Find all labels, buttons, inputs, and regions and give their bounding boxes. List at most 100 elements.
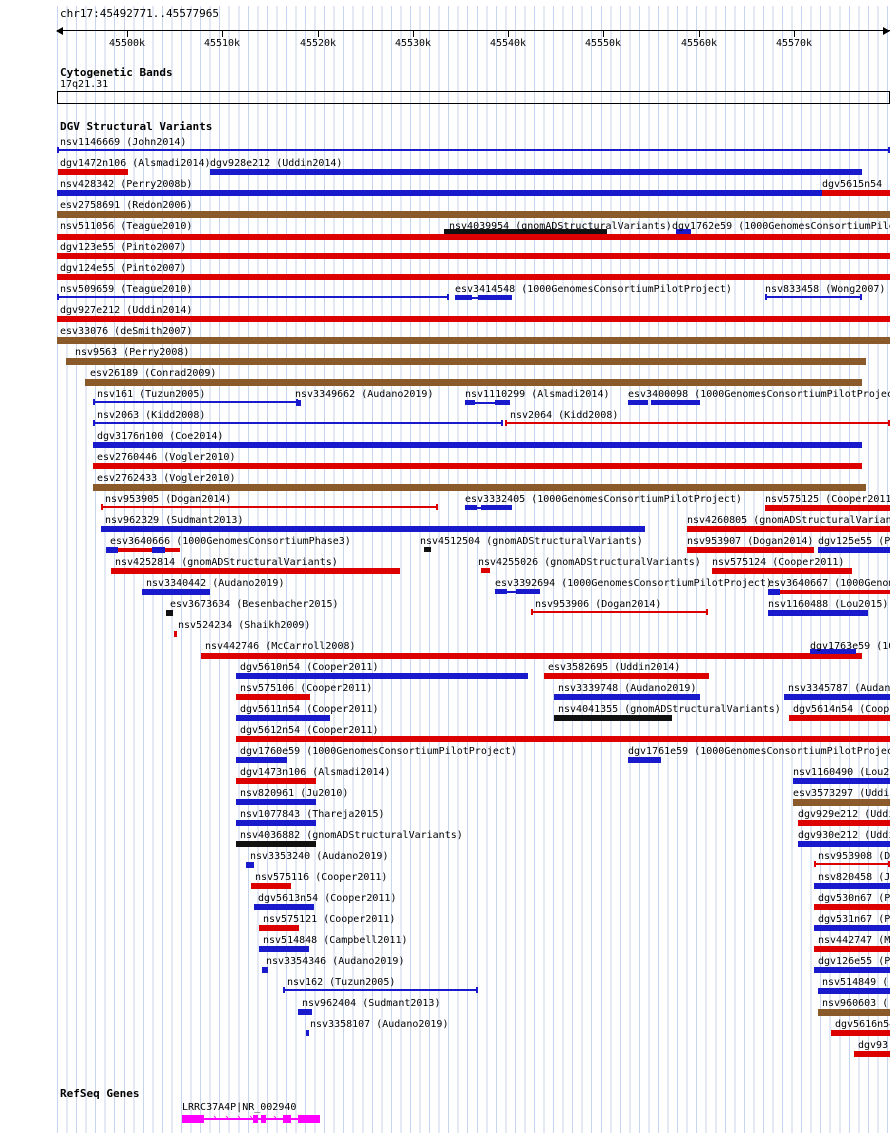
variant-label[interactable]: nsv3345787 (Audano2019) <box>788 683 890 694</box>
variant-bar[interactable] <box>236 694 310 700</box>
variant-label[interactable]: nsv4260805 (gnomADStructuralVariants) <box>687 515 890 526</box>
variant-label[interactable]: esv3392694 (1000GenomesConsortiumPilotPr… <box>495 578 772 589</box>
variant-bar[interactable] <box>818 547 890 553</box>
variant-bar[interactable] <box>201 653 862 659</box>
variant-bar[interactable] <box>789 715 890 721</box>
variant-bar[interactable] <box>296 400 301 406</box>
variant-bar[interactable] <box>544 673 709 679</box>
variant-label[interactable]: dgv5610n54 (Cooper2011) <box>240 662 379 673</box>
variant-bar[interactable] <box>465 505 477 510</box>
variant-bar[interactable] <box>628 757 661 763</box>
variant-bar[interactable] <box>507 591 516 593</box>
variant-bar[interactable] <box>768 589 780 595</box>
variant-label[interactable]: nsv9563 (Perry2008) <box>75 347 190 358</box>
variant-label[interactable]: nsv442746 (McCarroll2008) <box>205 641 356 652</box>
variant-bar[interactable] <box>687 547 814 553</box>
variant-bar[interactable] <box>831 1030 890 1036</box>
variant-label[interactable]: esv26189 (Conrad2009) <box>90 368 217 379</box>
variant-label[interactable]: nsv1146669 (John2014) <box>60 137 187 148</box>
variant-bar[interactable] <box>814 863 890 865</box>
variant-bar[interactable] <box>236 799 316 805</box>
variant-bar[interactable] <box>57 316 890 322</box>
variant-bar[interactable] <box>798 841 890 847</box>
variant-label[interactable]: nsv575116 (Cooper2011) <box>255 872 388 883</box>
variant-bar[interactable] <box>814 883 890 889</box>
variant-bar[interactable] <box>814 925 890 931</box>
variant-bar[interactable] <box>818 1009 890 1016</box>
variant-label[interactable]: nsv1160488 (Lou2015) <box>768 599 889 610</box>
variant-label[interactable]: esv2760446 (Vogler2010) <box>97 452 236 463</box>
variant-label[interactable]: dgv124e55 (Pinto2007) <box>60 263 187 274</box>
variant-bar[interactable] <box>57 234 890 240</box>
variant-bar[interactable] <box>676 229 691 234</box>
variant-bar[interactable] <box>455 295 472 300</box>
variant-bar[interactable] <box>210 169 862 175</box>
variant-bar[interactable] <box>57 253 890 259</box>
variant-label[interactable]: dgv126e55 (P <box>818 956 890 967</box>
variant-bar[interactable] <box>93 463 862 469</box>
variant-label[interactable]: dgv1761e59 (1000GenomesConsortiumPilotPr… <box>628 746 890 757</box>
variant-label[interactable]: nsv953908 (Dogan2014) <box>818 851 890 862</box>
variant-bar[interactable] <box>166 610 173 616</box>
variant-label[interactable]: esv3673634 (Besenbacher2015) <box>170 599 339 610</box>
variant-label[interactable]: nsv514849 ( <box>822 977 889 988</box>
variant-label[interactable]: nsv575125 (Cooper2011) <box>765 494 890 505</box>
gene-intron-line[interactable] <box>182 1118 320 1120</box>
variant-bar[interactable] <box>106 547 118 553</box>
variant-label[interactable]: nsv4036882 (gnomADStructuralVariants) <box>240 830 463 841</box>
variant-label[interactable]: nsv442747 (M <box>818 935 890 946</box>
variant-bar[interactable] <box>854 1051 890 1057</box>
variant-bar[interactable] <box>111 568 400 574</box>
gene-exon[interactable] <box>283 1115 291 1123</box>
variant-label[interactable]: dgv5611n54 (Cooper2011) <box>240 704 379 715</box>
variant-bar[interactable] <box>152 547 165 553</box>
variant-label[interactable]: nsv4041355 (gnomADStructuralVariants) <box>558 704 781 715</box>
variant-label[interactable]: esv3640666 (1000GenomesConsortiumPhase3) <box>110 536 351 547</box>
variant-bar[interactable] <box>784 694 890 700</box>
variant-label[interactable]: nsv575121 (Cooper2011) <box>263 914 396 925</box>
variant-label[interactable]: esv33076 (deSmith2007) <box>60 326 193 337</box>
variant-bar[interactable] <box>106 548 180 552</box>
variant-bar[interactable] <box>765 505 890 511</box>
variant-bar[interactable] <box>481 505 512 510</box>
variant-label[interactable]: esv3332405 (1000GenomesConsortiumPilotPr… <box>465 494 742 505</box>
variant-bar[interactable] <box>628 400 648 405</box>
variant-bar[interactable] <box>259 946 309 952</box>
variant-bar[interactable] <box>495 589 507 594</box>
variant-bar[interactable] <box>505 422 890 424</box>
variant-bar[interactable] <box>444 229 607 234</box>
variant-bar[interactable] <box>793 778 890 784</box>
variant-bar[interactable] <box>254 904 314 910</box>
variant-bar[interactable] <box>283 989 478 991</box>
variant-label[interactable]: nsv514848 (Campbell2011) <box>263 935 408 946</box>
variant-bar[interactable] <box>814 946 890 952</box>
variant-bar[interactable] <box>57 337 890 344</box>
gene-label[interactable]: LRRC37A4P|NR_002940 <box>182 1102 297 1113</box>
variant-label[interactable]: dgv930e212 (Uddin2014) <box>798 830 890 841</box>
variant-bar[interactable] <box>259 925 299 931</box>
variant-label[interactable]: esv3582695 (Uddin2014) <box>548 662 681 673</box>
variant-bar[interactable] <box>651 400 700 405</box>
variant-bar[interactable] <box>765 296 862 298</box>
variant-label[interactable]: nsv4039954 (gnomADStructuralVariants) <box>449 221 672 232</box>
variant-label[interactable]: nsv161 (Tuzun2005) <box>97 389 206 400</box>
variant-bar[interactable] <box>822 190 890 196</box>
variant-bar[interactable] <box>298 1009 312 1015</box>
variant-bar[interactable] <box>246 862 254 868</box>
variant-label[interactable]: nsv833458 (Wong2007) <box>765 284 886 295</box>
variant-label[interactable]: dgv1762e59 (1000GenomesConsortiumPilotPr… <box>672 221 890 232</box>
variant-label[interactable]: nsv3349662 (Audano2019) <box>295 389 434 400</box>
variant-label[interactable]: nsv953907 (Dogan2014) <box>687 536 814 547</box>
variant-label[interactable]: nsv1110299 (Alsmadi2014) <box>465 389 610 400</box>
variant-label[interactable]: dgv1763e59 (1000GenomesConsortiumPilotPr… <box>810 641 890 652</box>
variant-bar[interactable] <box>475 402 495 404</box>
variant-label[interactable]: nsv4252814 (gnomADStructuralVariants) <box>115 557 338 568</box>
variant-label[interactable]: dgv929e212 (Uddin2014) <box>798 809 890 820</box>
variant-bar[interactable] <box>814 967 890 973</box>
variant-label[interactable]: nsv428342 (Perry2008b) <box>60 179 193 190</box>
variant-bar[interactable] <box>262 967 268 973</box>
variant-label[interactable]: esv2758691 (Redon2006) <box>60 200 193 211</box>
variant-bar[interactable] <box>798 820 890 826</box>
variant-label[interactable]: esv3400098 (1000GenomesConsortiumPilotPr… <box>628 389 890 400</box>
variant-label[interactable]: dgv927e212 (Uddin2014) <box>60 305 193 316</box>
